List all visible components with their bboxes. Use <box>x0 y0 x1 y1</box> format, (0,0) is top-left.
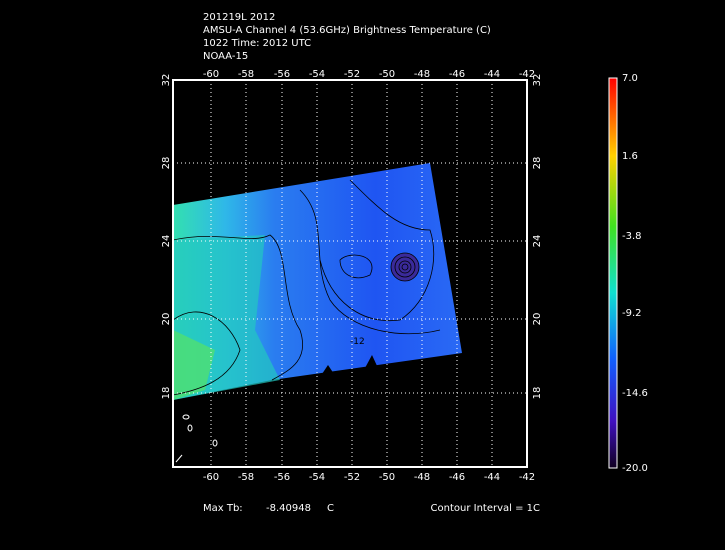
lon-tick-label: -44 <box>484 69 500 80</box>
lon-tick-label: -50 <box>379 472 395 483</box>
lon-tick-label: -58 <box>238 69 254 80</box>
lon-tick-label: -54 <box>309 69 325 80</box>
lat-tick-label: 28 <box>532 157 543 170</box>
lon-tick-label: -48 <box>414 69 430 80</box>
max-tb-unit: C <box>327 503 334 514</box>
lon-tick-label: -58 <box>238 472 254 483</box>
lat-tick-label: 32 <box>161 74 172 87</box>
colorbar <box>608 77 618 469</box>
lon-tick-label: -56 <box>274 69 290 80</box>
lon-tick-label: -54 <box>309 472 325 483</box>
max-tb-value: -8.40948 <box>266 503 311 514</box>
lon-tick-label: -56 <box>274 472 290 483</box>
lon-tick-label: -60 <box>203 472 219 483</box>
header-line: 201219L 2012 <box>203 12 275 23</box>
lon-tick-label: -44 <box>484 472 500 483</box>
colorbar-label: 7.0 <box>622 73 638 84</box>
lat-tick-label: 18 <box>532 387 543 400</box>
header-line: AMSU-A Channel 4 (53.6GHz) Brightness Te… <box>203 25 491 36</box>
lon-tick-label: -52 <box>344 69 360 80</box>
lat-tick-label: 24 <box>161 235 172 248</box>
max-tb-label: Max Tb: <box>203 503 243 514</box>
swath <box>172 163 462 400</box>
lat-tick-label: 24 <box>532 235 543 248</box>
header-line: 1022 Time: 2012 UTC <box>203 38 311 49</box>
islands <box>175 414 218 463</box>
lon-tick-label: -60 <box>203 69 219 80</box>
colorbar-label: -3.8 <box>622 231 642 242</box>
header-line: NOAA-15 <box>203 51 248 62</box>
lon-tick-label: -50 <box>379 69 395 80</box>
lon-tick-label: -52 <box>344 472 360 483</box>
storm-center <box>390 252 420 282</box>
colorbar-label: -14.6 <box>622 388 648 399</box>
colorbar-label: -9.2 <box>622 308 642 319</box>
colorbar-label: -20.0 <box>622 463 648 474</box>
lat-tick-label: 20 <box>532 313 543 326</box>
lat-tick-label: 18 <box>161 387 172 400</box>
lat-tick-label: 20 <box>161 313 172 326</box>
lat-tick-label: 32 <box>532 74 543 87</box>
contour-interval: Contour Interval = 1C <box>431 503 541 514</box>
lon-tick-label: -42 <box>519 472 535 483</box>
colorbar-label: 1.6 <box>622 151 638 162</box>
lon-tick-label: -48 <box>414 472 430 483</box>
contour-label: -12 <box>350 337 365 347</box>
lat-tick-label: 28 <box>161 157 172 170</box>
lon-tick-label: -42 <box>519 69 535 80</box>
lon-tick-label: -46 <box>449 69 465 80</box>
lon-tick-label: -46 <box>449 472 465 483</box>
